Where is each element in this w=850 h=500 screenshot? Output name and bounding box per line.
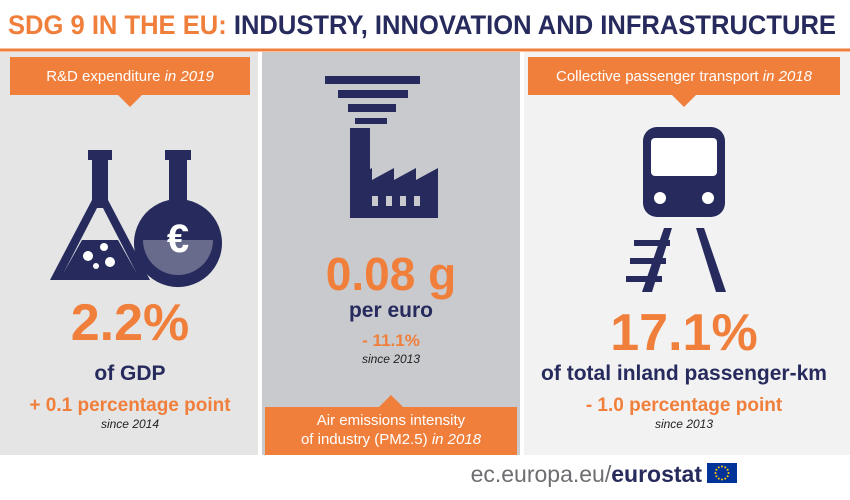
label-tab bbox=[10, 57, 250, 107]
since: since 2013 bbox=[362, 352, 420, 366]
footer-brand: eurostat bbox=[611, 461, 702, 487]
label-tab bbox=[265, 395, 517, 455]
panel-bg bbox=[262, 52, 520, 455]
label-period: in 2018 bbox=[763, 68, 813, 85]
footer-site: ec.europa.eu/ bbox=[471, 461, 612, 487]
svg-text:€: € bbox=[167, 217, 189, 261]
flag-star bbox=[724, 466, 727, 469]
flag-star bbox=[726, 475, 729, 478]
label-tab bbox=[528, 57, 840, 107]
flag-star bbox=[714, 472, 717, 474]
unit: per euro bbox=[349, 299, 433, 322]
change: - 1.0 percentage point bbox=[586, 395, 783, 416]
panel-label: R&D expenditure in 2019 bbox=[46, 68, 214, 85]
title-main: INDUSTRY, INNOVATION AND INFRASTRUCTURE bbox=[234, 10, 836, 40]
title-prefix: SDG 9 IN THE EU: bbox=[8, 10, 227, 40]
flag-star bbox=[724, 477, 727, 480]
title: SDG 9 IN THE EU: INDUSTRY, INNOVATION AN… bbox=[8, 10, 836, 40]
change: - 11.1% bbox=[362, 331, 420, 350]
value: 0.08 g bbox=[326, 248, 456, 300]
flask-icon: € bbox=[50, 150, 222, 288]
footer: ec.europa.eu/eurostat bbox=[471, 461, 703, 487]
label-text: R&D expenditure bbox=[46, 68, 160, 85]
label-text: of industry (PM2.5) bbox=[301, 431, 428, 448]
label-period: in 2018 bbox=[432, 431, 482, 448]
factory-icon bbox=[325, 76, 438, 218]
flag-star bbox=[726, 468, 729, 471]
since: since 2013 bbox=[655, 417, 713, 431]
flag-star bbox=[715, 468, 718, 471]
panel-bg bbox=[524, 52, 850, 455]
flag-star bbox=[715, 475, 718, 478]
panel-label: Air emissions intensity bbox=[317, 412, 466, 429]
unit: of total inland passenger-km bbox=[541, 362, 827, 385]
since: since 2014 bbox=[101, 417, 159, 431]
flag-star bbox=[721, 478, 723, 481]
panel-label: of industry (PM2.5) in 2018 bbox=[301, 431, 482, 448]
panel-label: Collective passenger transport in 2018 bbox=[556, 68, 813, 85]
label-text: Collective passenger transport bbox=[556, 68, 759, 85]
value: 17.1% bbox=[610, 304, 757, 362]
flag-star bbox=[721, 465, 723, 468]
change: + 0.1 percentage point bbox=[29, 395, 231, 416]
flag-star bbox=[727, 472, 730, 474]
eu-flag bbox=[707, 463, 737, 483]
value: 2.2% bbox=[71, 294, 190, 352]
flag-star bbox=[717, 477, 720, 480]
unit: of GDP bbox=[94, 362, 165, 385]
train-icon bbox=[626, 127, 726, 292]
flag-star bbox=[717, 466, 720, 469]
label-period: in 2019 bbox=[165, 68, 215, 85]
